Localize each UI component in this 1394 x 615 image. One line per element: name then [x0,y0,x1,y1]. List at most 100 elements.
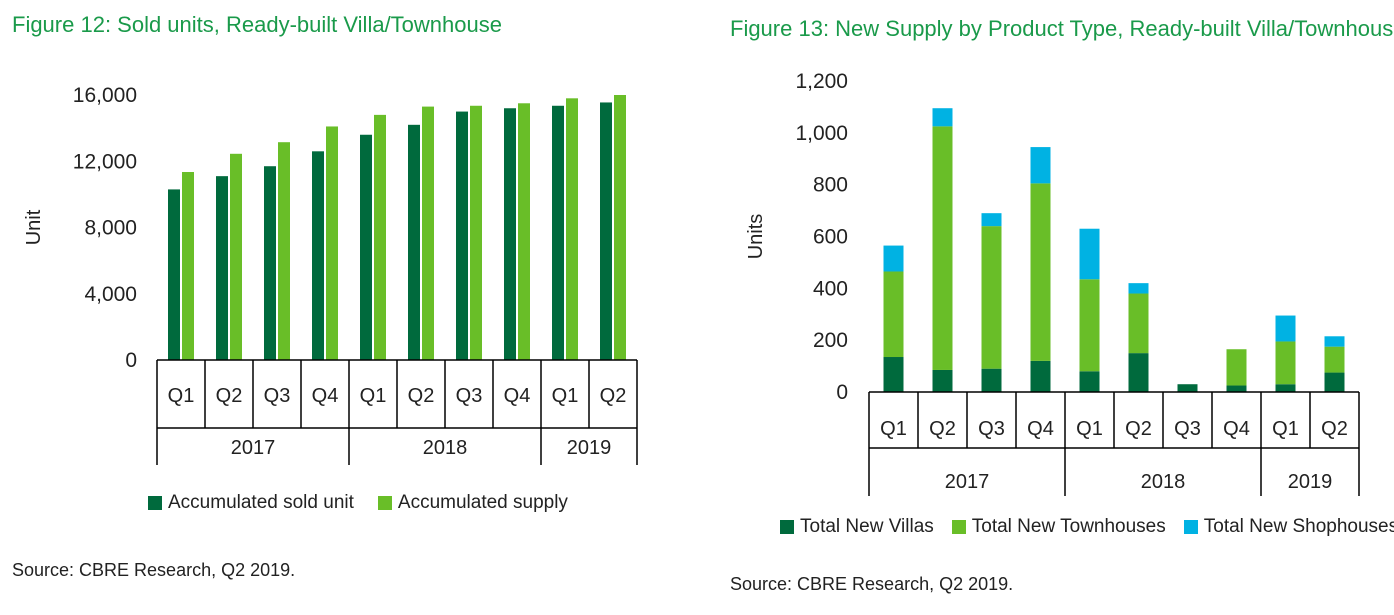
fig12-bar-accumulated-supply [518,103,530,360]
chart-sold-units: 0 4,000 8,000 12,000 16,000 Unit Q1 Q2 Q3 Q4 Q1 Q2 Q… [23,84,638,465]
fig13-ytick-label: 400 [813,277,848,300]
fig12-category-label: Q3 [264,385,291,407]
legend-item-shophouses: Total New Shophouses [1183,516,1394,538]
legend-item-villas: Total New Villas [780,516,934,538]
fig13-bar-total-new-villas [1079,371,1100,392]
fig12-axis-title-y: Unit [23,209,45,245]
fig12-category-label: Q2 [216,385,243,407]
fig13-axis-title-y: Units [745,214,767,260]
fig12-bar-accumulated-supply [566,98,578,360]
fig13-category-label: Q1 [1272,418,1299,440]
fig13-bar-total-new-villas [883,357,904,392]
fig12-category-label: Q4 [504,385,531,407]
fig13-category-label: Q4 [1027,418,1054,440]
fig12-ytick-label: 8,000 [84,217,137,240]
legend-label-shophouses: Total New Shophouses [1203,516,1394,537]
fig12-bar-accumulated-sold-unit [504,108,516,360]
fig13-bar-total-new-townhouses [1324,346,1345,373]
fig12-bar-accumulated-supply [182,172,194,360]
figure13-source: Source: CBRE Research, Q2 2019. [730,574,1014,594]
legend-item-sold: Accumulated sold unit [148,492,354,514]
fig13-bar-total-new-villas [1128,353,1149,392]
fig12-bar-accumulated-sold-unit [600,102,612,360]
fig12-bar-accumulated-sold-unit [360,134,372,360]
legend-swatch-villas [780,520,794,534]
fig12-bar-accumulated-supply [374,114,386,360]
fig12-ytick-label: 12,000 [73,150,137,173]
fig13-bar-total-new-villas [1177,384,1198,392]
fig12-ytick-label: 4,000 [84,283,137,306]
fig13-category-label: Q4 [1223,418,1250,440]
fig13-category-label: Q2 [1125,418,1152,440]
fig12-bar-accumulated-sold-unit [456,111,468,360]
legend-swatch-sold [148,496,162,510]
chart-new-supply: 0 200 400 600 800 1,000 1,200 Units Q1 Q2 Q3 Q4 Q1 Q2… [745,70,1360,496]
legend-swatch-supply [377,496,392,510]
figure12-legend: Accumulated sold unit Accumulated supply [148,492,568,514]
fig13-ytick-label: 600 [813,226,848,249]
fig13-bar-total-new-villas [932,369,953,392]
fig13-bar-total-new-townhouses [883,271,904,358]
fig12-ytick-label: 0 [125,349,137,372]
fig13-bar-total-new-villas [981,368,1002,392]
fig13-group-label: 2019 [1288,471,1333,493]
fig13-bar-total-new-townhouses [1030,183,1051,361]
fig13-bar-total-new-shophouses [1324,336,1345,347]
legend-swatch-shophouses [1183,520,1198,534]
fig13-category-label: Q3 [1174,418,1201,440]
figure13-title: Figure 13: New Supply by Product Type, R… [730,16,1394,41]
fig12-group-label: 2018 [423,437,468,459]
legend-label-villas: Total New Villas [800,516,934,537]
fig13-category-label: Q1 [1076,418,1103,440]
fig13-category-label: Q3 [978,418,1005,440]
fig12-group-label: 2017 [231,437,276,459]
fig12-bar-accumulated-sold-unit [168,189,180,360]
legend-label-sold: Accumulated sold unit [168,492,354,513]
fig13-category-label: Q2 [1321,418,1348,440]
fig12-ytick-label: 16,000 [73,84,137,107]
fig13-group-label: 2017 [945,471,990,493]
fig13-bar-total-new-shophouses [1079,228,1100,280]
fig13-ytick-label: 1,200 [795,70,848,93]
fig12-bar-accumulated-sold-unit [312,151,324,360]
fig12-bar-accumulated-sold-unit [552,105,564,360]
fig13-ytick-label: 0 [836,381,848,404]
fig12-category-label: Q1 [168,385,195,407]
fig12-group-label: 2019 [567,437,612,459]
fig12-category-label: Q2 [600,385,627,407]
fig13-bar-total-new-shophouses [932,108,953,127]
fig12-bar-accumulated-supply [278,142,290,360]
fig12-bar-accumulated-sold-unit [264,166,276,360]
fig12-category-label: Q1 [360,385,387,407]
figure13-legend: Total New Villas Total New Townhouses To… [780,516,1394,538]
legend-item-townhouses: Total New Townhouses [951,516,1166,538]
fig13-bar-total-new-shophouses [1275,315,1296,342]
legend-label-townhouses: Total New Townhouses [971,516,1166,537]
fig13-ytick-label: 200 [813,329,848,352]
legend-item-supply: Accumulated supply [377,492,568,514]
figure12-source: Source: CBRE Research, Q2 2019. [12,560,296,580]
fig13-bar-total-new-villas [1324,372,1345,392]
legend-swatch-townhouses [951,520,966,534]
fig12-bar-accumulated-supply [614,95,626,360]
fig12-bar-accumulated-sold-unit [216,176,228,360]
fig13-bar-total-new-villas [1226,385,1247,392]
fig12-bar-accumulated-supply [422,106,434,360]
fig13-bar-total-new-townhouses [1226,349,1247,386]
fig12-bar-accumulated-sold-unit [408,124,420,360]
fig13-bar-total-new-townhouses [1128,293,1149,354]
fig12-bar-accumulated-supply [470,105,482,360]
fig12-category-label: Q4 [312,385,339,407]
fig13-bar-total-new-villas [1275,384,1296,392]
fig13-ytick-label: 1,000 [795,122,848,145]
legend-label-supply: Accumulated supply [397,492,568,513]
fig12-bar-accumulated-supply [230,153,242,360]
fig12-category-label: Q1 [552,385,579,407]
fig13-bar-total-new-townhouses [981,226,1002,369]
fig13-bar-total-new-shophouses [981,213,1002,227]
fig13-bar-total-new-villas [1030,360,1051,392]
fig13-bar-total-new-townhouses [1275,341,1296,385]
figure12-title: Figure 12: Sold units, Ready-built Villa… [12,12,502,37]
fig13-bar-total-new-townhouses [1079,279,1100,372]
fig12-category-label: Q2 [408,385,435,407]
